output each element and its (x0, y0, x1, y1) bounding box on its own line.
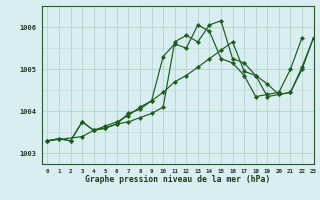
X-axis label: Graphe pression niveau de la mer (hPa): Graphe pression niveau de la mer (hPa) (85, 175, 270, 184)
